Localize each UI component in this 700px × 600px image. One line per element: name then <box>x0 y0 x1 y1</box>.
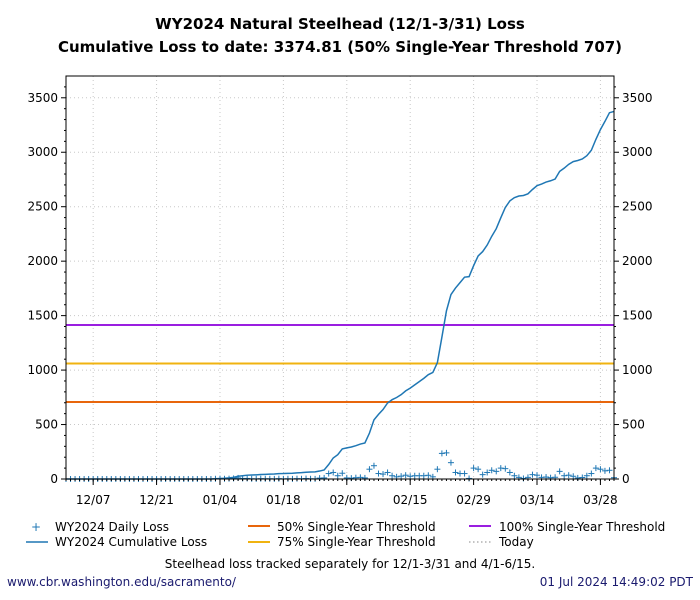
axes: 0 0 500 500 1000 1000 1500 1500 2000 2000 2500 2500… <box>27 86 653 507</box>
daily-loss-marker <box>375 470 382 477</box>
daily-loss-marker <box>583 472 590 479</box>
y-tick-label-right: 3000 <box>622 145 653 159</box>
legend-cumulative-loss: WY2024 Cumulative Loss <box>26 535 207 549</box>
source-link[interactable]: www.cbr.washington.edu/sacramento/ <box>7 575 237 589</box>
plus-marker-icon: + <box>31 520 41 534</box>
grid <box>66 76 614 479</box>
chart-note: Steelhead loss tracked separately for 12… <box>165 557 536 571</box>
daily-loss-marker <box>407 473 414 480</box>
y-tick-label-right: 0 <box>622 472 630 486</box>
y-tick-label: 0 <box>50 472 58 486</box>
legend-75-threshold: 75% Single-Year Threshold <box>248 535 436 549</box>
y-tick-label: 3000 <box>27 145 58 159</box>
daily-loss-marker <box>325 470 332 477</box>
y-tick-label-right: 2000 <box>622 254 653 268</box>
legend-label: 100% Single-Year Threshold <box>499 520 665 534</box>
daily-loss-marker <box>565 472 572 479</box>
legend: + WY2024 Daily Loss WY2024 Cumulative Lo… <box>26 520 665 549</box>
legend-label: 50% Single-Year Threshold <box>277 520 436 534</box>
daily-loss-marker <box>597 466 604 473</box>
daily-loss-marker <box>506 469 513 476</box>
chart-title: WY2024 Natural Steelhead (12/1-3/31) Los… <box>155 15 525 33</box>
daily-loss-marker <box>601 467 608 474</box>
daily-loss-marker <box>438 450 445 457</box>
timestamp: 01 Jul 2024 14:49:02 PDT <box>540 575 694 589</box>
daily-loss-marker <box>434 466 441 473</box>
x-tick-label: 03/28 <box>583 493 618 507</box>
legend-label: Today <box>498 535 534 549</box>
daily-loss-marker <box>339 470 346 477</box>
daily-loss-marker <box>592 465 599 472</box>
y-tick-label: 1500 <box>27 309 58 323</box>
daily-loss-marker <box>570 473 577 480</box>
daily-loss-marker <box>556 468 563 475</box>
x-tick-label: 02/29 <box>456 493 491 507</box>
y-tick-label: 500 <box>35 418 58 432</box>
y-tick-label-right: 1500 <box>622 309 653 323</box>
daily-loss-marker <box>447 459 454 466</box>
legend-label: WY2024 Daily Loss <box>55 520 169 534</box>
daily-loss-marker <box>380 471 387 478</box>
daily-loss-marker <box>470 465 477 472</box>
daily-loss-marker <box>475 466 482 473</box>
y-tick-label-right: 500 <box>622 418 645 432</box>
daily-loss-marker <box>461 470 468 477</box>
x-tick-label: 03/14 <box>520 493 555 507</box>
y-tick-label: 3500 <box>27 91 58 105</box>
daily-loss-marker <box>529 471 536 478</box>
daily-loss-marker <box>330 469 337 476</box>
y-tick-label: 1000 <box>27 363 58 377</box>
x-tick-label: 02/01 <box>329 493 364 507</box>
legend-today: Today <box>469 535 534 549</box>
daily-loss-marker <box>402 472 409 479</box>
y-tick-label: 2000 <box>27 254 58 268</box>
daily-loss-marker <box>334 472 341 479</box>
x-tick-label: 02/15 <box>393 493 428 507</box>
daily-loss-marker <box>398 473 405 480</box>
x-tick-label: 12/07 <box>76 493 111 507</box>
daily-loss-marker <box>484 469 491 476</box>
legend-100-threshold: 100% Single-Year Threshold <box>469 520 665 534</box>
cumulative-loss-line <box>66 110 615 480</box>
y-tick-label-right: 2500 <box>622 200 653 214</box>
x-tick-label: 12/21 <box>139 493 174 507</box>
daily-loss-marker <box>534 472 541 479</box>
daily-loss-marker <box>588 470 595 477</box>
y-tick-label: 2500 <box>27 200 58 214</box>
daily-loss-marker <box>561 472 568 479</box>
legend-label: WY2024 Cumulative Loss <box>55 535 207 549</box>
y-tick-label-right: 3500 <box>622 91 653 105</box>
legend-50-threshold: 50% Single-Year Threshold <box>248 520 436 534</box>
y-tick-label-right: 1000 <box>622 363 653 377</box>
threshold-lines <box>66 323 614 403</box>
x-tick-label: 01/18 <box>266 493 301 507</box>
daily-loss-marker <box>384 469 391 476</box>
series-layer <box>63 110 617 482</box>
daily-loss-marker <box>497 465 504 472</box>
daily-loss-marker <box>488 467 495 474</box>
legend-daily-loss: + WY2024 Daily Loss <box>31 520 169 534</box>
daily-loss-marker <box>366 466 373 473</box>
daily-loss-marker <box>425 472 432 479</box>
daily-loss-marker <box>511 472 518 479</box>
x-tick-label: 01/04 <box>203 493 238 507</box>
daily-loss-marker <box>493 468 500 475</box>
plot-frame <box>65 75 615 480</box>
daily-loss-marker <box>479 471 486 478</box>
daily-loss-marker <box>502 465 509 472</box>
daily-loss-marker <box>452 469 459 476</box>
daily-loss-marker <box>443 449 450 456</box>
legend-label: 75% Single-Year Threshold <box>277 535 436 549</box>
daily-loss-marker <box>606 467 613 474</box>
daily-loss-marker <box>370 462 377 469</box>
chart-subtitle: Cumulative Loss to date: 3374.81 (50% Si… <box>58 38 622 56</box>
daily-loss-marker <box>389 472 396 479</box>
